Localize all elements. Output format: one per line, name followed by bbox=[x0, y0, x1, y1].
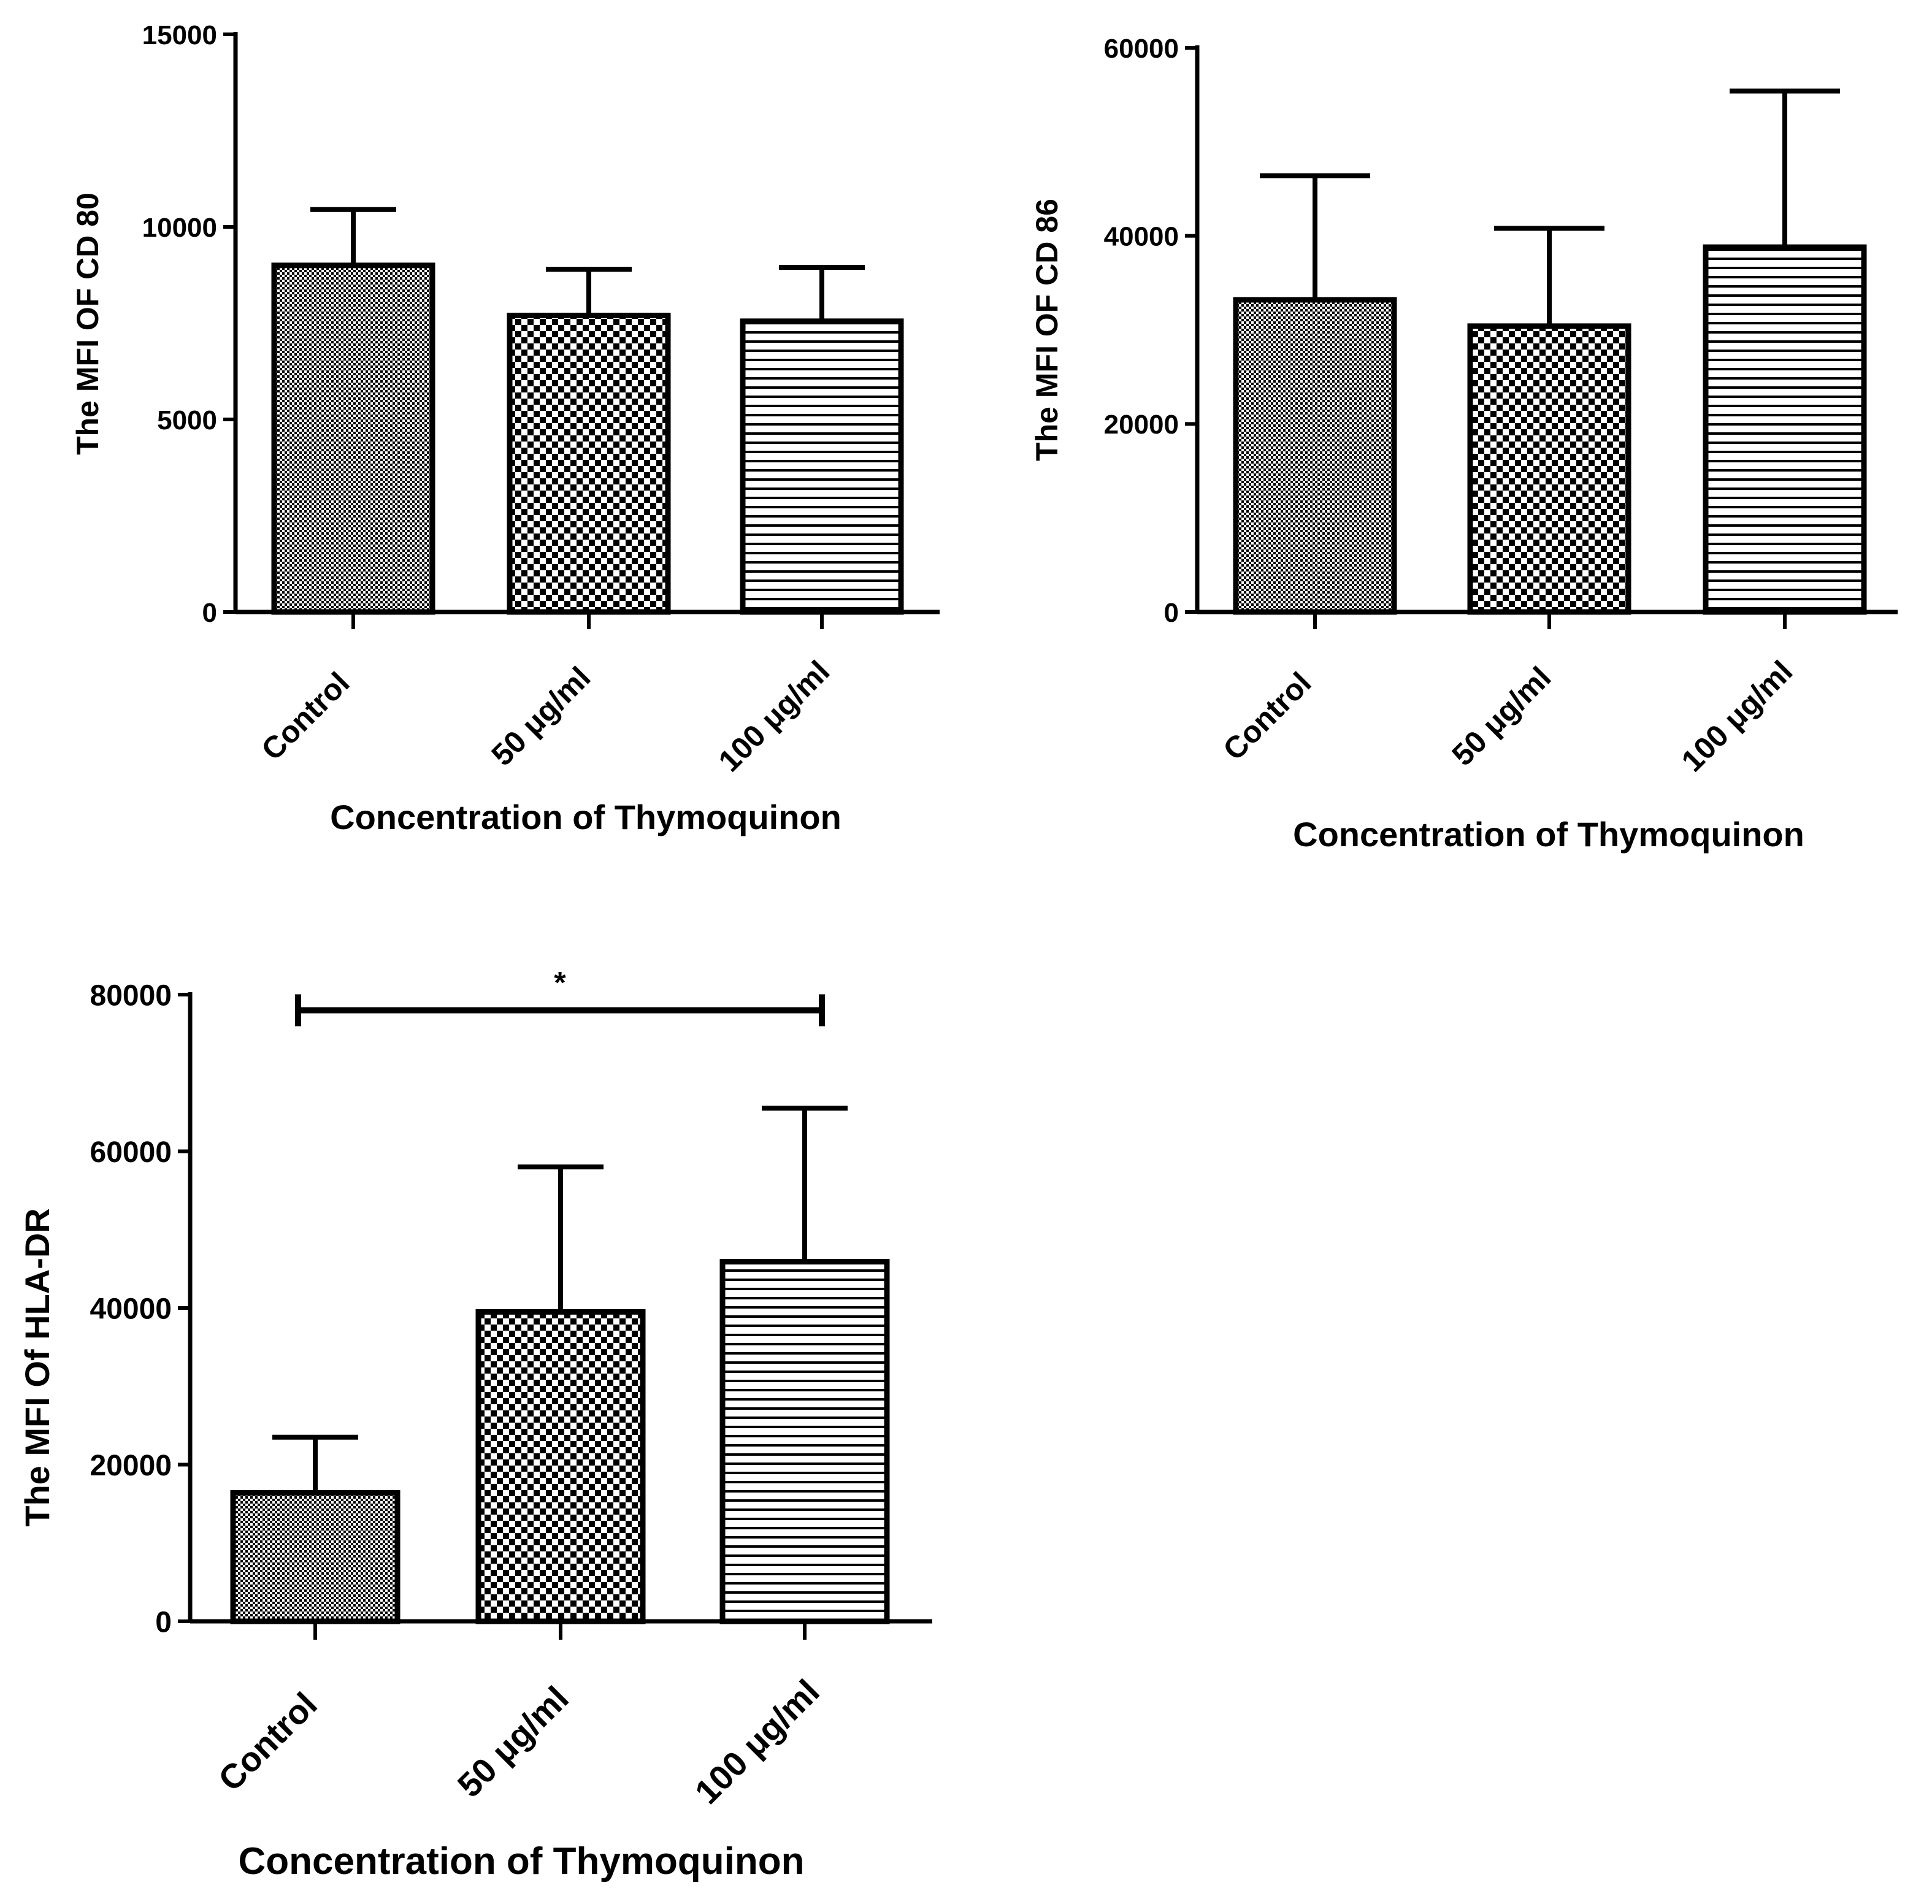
xlabel-hladr: Concentration of Thymoquinon bbox=[238, 1840, 804, 1883]
bar-cd80-2 bbox=[740, 318, 904, 615]
ylabel-hladr: The MFI Of HLA-DR bbox=[18, 1208, 56, 1526]
ylabel-cd86: The MFI OF CD 86 bbox=[1030, 199, 1064, 461]
bar-cd80-1 bbox=[507, 312, 671, 615]
category-label-cd86-0: Control bbox=[1216, 665, 1317, 767]
panel-cd80: The MFI OF CD 80 Concentration of Thymoq… bbox=[71, 193, 841, 836]
ytick-label-cd80-5000: 5000 bbox=[157, 405, 217, 435]
significance-bracket-hladr: * bbox=[295, 966, 825, 1027]
ytick-label-cd80-15000: 15000 bbox=[142, 20, 217, 50]
significance-label: * bbox=[554, 966, 566, 1000]
ytick-label-hladr-20000: 20000 bbox=[90, 1450, 172, 1482]
bar-hladr-1 bbox=[475, 1309, 646, 1624]
category-label-hladr-1: 50 μg/ml bbox=[450, 1679, 576, 1805]
ylabel-cd80: The MFI OF CD 80 bbox=[71, 193, 105, 455]
ytick-label-cd86-40000: 40000 bbox=[1104, 222, 1179, 252]
ytick-label-cd86-0: 0 bbox=[1164, 598, 1179, 628]
category-label-cd80-2: 100 μg/ml bbox=[712, 654, 837, 779]
bar-hladr-0 bbox=[230, 1489, 401, 1624]
plot-hladr: 0 20000 40000 60000 80000 Control 50 μg/ml 100 … bbox=[90, 966, 932, 1811]
bar-cd86-2 bbox=[1703, 244, 1867, 615]
ytick-label-cd86-20000: 20000 bbox=[1104, 410, 1179, 440]
category-label-hladr-2: 100 μg/ml bbox=[688, 1672, 827, 1811]
plot-cd80: 0 5000 10000 15000 Control 50 μg/ml 100 μg/ml bbox=[142, 20, 940, 779]
ytick-label-cd80-10000: 10000 bbox=[142, 213, 217, 243]
plot-cd86: 0 20000 40000 60000 Control 50 μg/ml 100 μg/ml bbox=[1104, 34, 1898, 779]
ytick-label-hladr-0: 0 bbox=[155, 1606, 172, 1638]
xlabel-cd80: Concentration of Thymoquinon bbox=[330, 798, 841, 836]
panel-cd86: The MFI OF CD 86 Concentration of Thymoq… bbox=[1030, 199, 1804, 854]
category-label-hladr-0: Control bbox=[211, 1685, 324, 1799]
panel-hladr: The MFI Of HLA-DR Concentration of Thymo… bbox=[18, 1208, 805, 1883]
xlabel-cd86: Concentration of Thymoquinon bbox=[1293, 815, 1804, 854]
ytick-label-cd80-0: 0 bbox=[202, 598, 217, 628]
bar-hladr-2 bbox=[719, 1259, 890, 1624]
bar-cd80-0 bbox=[271, 262, 435, 615]
ytick-label-cd86-60000: 60000 bbox=[1104, 34, 1179, 64]
category-label-cd80-0: Control bbox=[255, 665, 356, 767]
category-label-cd86-2: 100 μg/ml bbox=[1675, 654, 1800, 779]
bar-cd86-1 bbox=[1467, 323, 1631, 615]
category-label-cd80-1: 50 μg/ml bbox=[485, 660, 597, 772]
ytick-label-hladr-60000: 60000 bbox=[90, 1136, 172, 1169]
ytick-label-hladr-40000: 40000 bbox=[90, 1293, 172, 1325]
ytick-label-hladr-80000: 80000 bbox=[90, 979, 172, 1012]
bar-cd86-0 bbox=[1233, 297, 1397, 615]
category-label-cd86-1: 50 μg/ml bbox=[1445, 660, 1557, 772]
